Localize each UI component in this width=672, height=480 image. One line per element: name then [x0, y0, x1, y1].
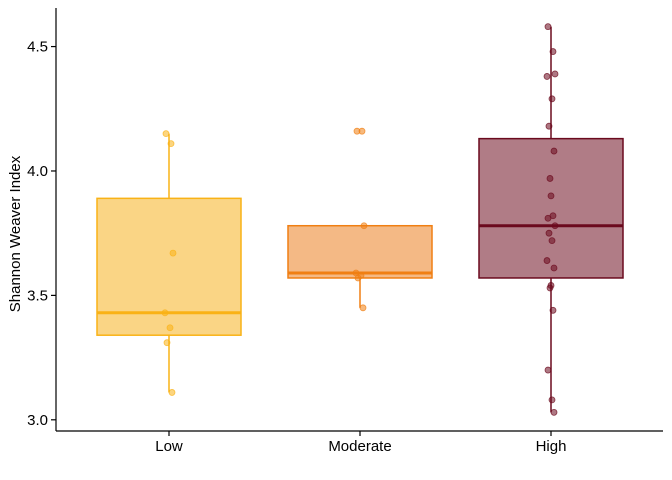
data-point [169, 249, 177, 257]
data-point [548, 396, 556, 404]
data-point [548, 237, 556, 245]
data-point [550, 264, 558, 272]
box-low [96, 133, 242, 393]
data-point [162, 130, 170, 138]
x-ticks: Low Moderate High [155, 431, 566, 455]
y-tick-label: 4.5 [27, 39, 48, 56]
data-point [550, 147, 558, 155]
data-point [543, 257, 551, 264]
data-point [545, 229, 553, 237]
x-tick-label: Low [155, 438, 183, 455]
data-point [551, 222, 559, 230]
box-body [96, 197, 242, 336]
data-point [547, 192, 555, 200]
boxes-layer [96, 26, 624, 413]
data-point [548, 95, 556, 103]
data-point [358, 127, 366, 135]
data-point [544, 214, 552, 222]
y-ticks: 3.0 3.5 4.0 4.5 [27, 39, 56, 429]
data-point [545, 122, 553, 130]
data-point [549, 306, 557, 314]
data-point [161, 309, 169, 317]
data-point [544, 23, 552, 31]
data-point [354, 274, 362, 282]
box-high [478, 26, 624, 413]
data-point [359, 304, 367, 312]
x-tick-label: High [536, 438, 567, 455]
y-tick-label: 4.0 [27, 163, 48, 180]
data-point [551, 70, 559, 78]
data-point [550, 408, 558, 416]
data-point [163, 339, 171, 347]
x-tick-label: Moderate [328, 438, 391, 455]
data-point [168, 389, 176, 396]
data-point [360, 222, 368, 230]
data-point [544, 366, 552, 374]
data-point [546, 175, 554, 182]
data-point [549, 48, 557, 55]
box-body [478, 137, 624, 279]
data-point [166, 324, 174, 332]
box-body [287, 224, 433, 279]
data-point [167, 140, 175, 148]
y-tick-label: 3.5 [27, 287, 48, 304]
box-moderate [287, 224, 433, 308]
points-layer [161, 23, 559, 416]
y-tick-label: 3.0 [27, 412, 48, 429]
y-axis-title: Shannon Weaver Index [7, 155, 24, 312]
data-point [546, 284, 554, 292]
data-point [543, 73, 551, 80]
